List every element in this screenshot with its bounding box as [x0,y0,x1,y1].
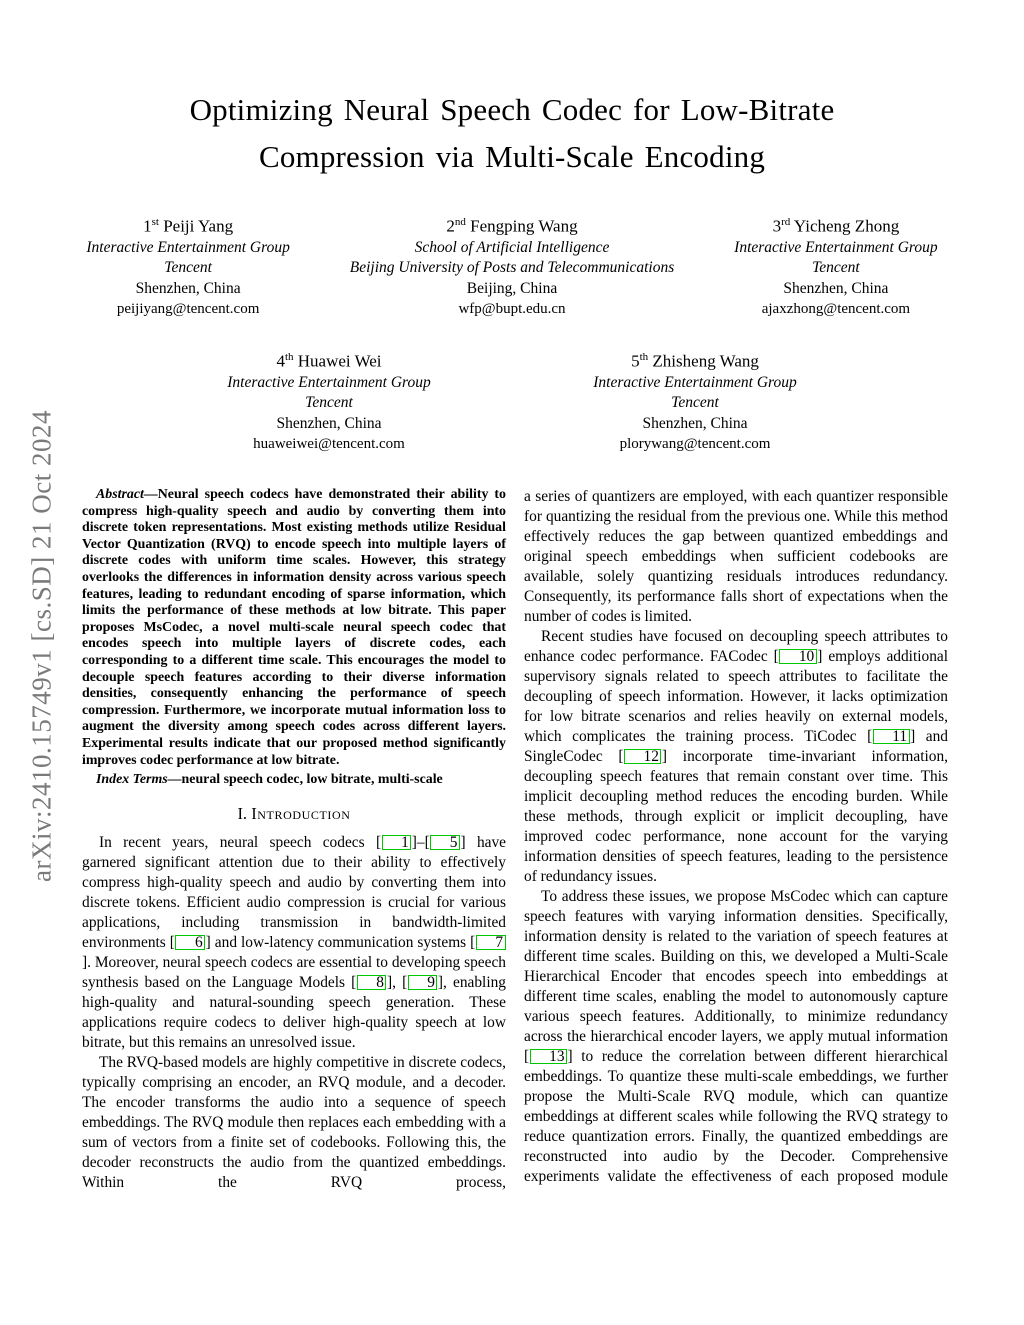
paragraph: The RVQ-based models are highly competit… [82,1053,506,1191]
index-terms-text: neural speech codec, low bitrate, multi-… [181,772,443,788]
author-block: 5th Zhisheng Wang Interactive Entertainme… [525,346,865,455]
author-affiliation: Interactive Entertainment Group [227,373,431,391]
citation-ref-9[interactable]: 9 [407,974,438,990]
author-affiliation: Tencent [812,259,860,277]
section-heading-introduction: I. Introduction [82,804,506,824]
author-location: Shenzhen, China [276,414,382,432]
column-left: Abstract—Neural speech codecs have demon… [82,487,506,1193]
paragraphs-left: In recent years, neural speech codecs [1… [82,833,506,1193]
citation-ref-10[interactable]: 10 [779,649,817,664]
author-block: 2nd Fengping Wang School of Artificial In… [321,211,703,320]
author-affiliation: Interactive Entertainment Group [86,238,290,256]
author-location: Beijing, China [466,279,558,297]
citation-ref-7[interactable]: 7 [475,934,506,950]
section-number: I. [237,803,248,823]
author-affiliation: Interactive Entertainment Group [593,373,797,391]
author-affiliation: Interactive Entertainment Group [734,238,938,256]
author-location: Shenzhen, China [135,279,241,297]
paragraphs-right: a series of quantizers are employed, wit… [524,487,948,1187]
author-name: 4th Huawei Wei [276,351,382,371]
author-email: wfp@bupt.edu.cn [458,301,566,318]
citation-ref-8[interactable]: 8 [356,974,387,990]
citation-ref-13[interactable]: 13 [529,1049,568,1064]
author-location: Shenzhen, China [642,414,748,432]
index-terms-lead: Index Terms— [96,772,182,788]
paragraph: In recent years, neural speech codecs [1… [82,833,506,1051]
author-block: 3rd Yicheng Zhong Interactive Entertainme… [703,211,969,320]
paragraph: To address these issues, we propose MsCo… [524,888,948,1185]
author-affiliation: School of Artificial Intelligence [414,238,610,256]
author-email: peijiyang@tencent.com [116,301,260,318]
author-block: 4th Huawei Wei Interactive Entertainment … [159,346,499,455]
abstract: Abstract—Neural speech codecs have demon… [82,487,506,769]
column-right: a series of quantizers are employed, wit… [524,487,948,1193]
author-email: ajaxzhong@tencent.com [761,301,911,318]
arxiv-stamp: arXiv:2410.15749v1 [cs.SD] 21 Oct 2024 [26,410,57,882]
author-email: plorywang@tencent.com [619,436,771,453]
author-name: 3rd Yicheng Zhong [772,216,900,236]
citation-ref-6[interactable]: 6 [175,934,206,950]
paragraph: a series of quantizers are employed, wit… [524,488,948,625]
citation-ref-12[interactable]: 12 [624,749,662,764]
paper-title-line1: Optimizing Neural Speech Codec for Low-B… [189,92,835,127]
author-block: 1st Peiji Yang Interactive Entertainment … [55,211,321,320]
body-columns: Abstract—Neural speech codecs have demon… [82,487,948,1193]
abstract-text: Neural speech codecs have demonstrated t… [82,487,506,768]
authors-row-2: 4th Huawei Wei Interactive Entertainment … [0,346,1024,455]
author-location: Shenzhen, China [783,279,889,297]
author-name: 2nd Fengping Wang [446,216,578,236]
author-affiliation: Tencent [671,394,719,412]
citation-ref-5[interactable]: 5 [430,834,460,850]
paper-title: Optimizing Neural Speech Codec for Low-B… [0,0,1024,180]
paragraph: Recent studies have focused on decouplin… [524,628,949,885]
authors-row-1: 1st Peiji Yang Interactive Entertainment … [0,211,1024,320]
author-affiliation: Tencent [164,259,212,277]
author-name: 1st Peiji Yang [143,216,234,236]
author-affiliation: Beijing University of Posts and Telecomm… [349,259,675,277]
citation-ref-11[interactable]: 11 [872,729,910,744]
paper-title-line2: Compression via Multi-Scale Encoding [258,139,766,174]
author-email: huaweiwei@tencent.com [253,436,405,453]
abstract-lead: Abstract— [96,487,158,502]
author-affiliation: Tencent [305,394,353,412]
section-title: Introduction [251,803,351,823]
index-terms: Index Terms—neural speech codec, low bit… [82,772,506,789]
author-name: 5th Zhisheng Wang [631,351,759,371]
citation-ref-1[interactable]: 1 [381,834,412,850]
